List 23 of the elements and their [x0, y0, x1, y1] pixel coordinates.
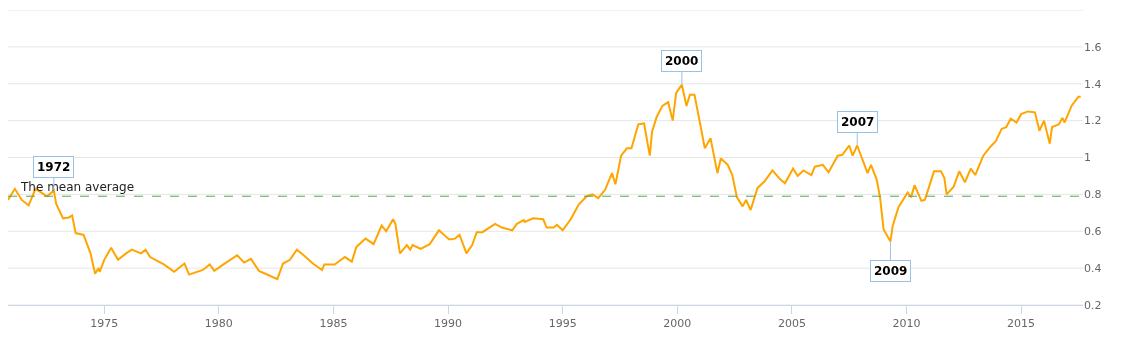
y-tick-label: 1.6 — [1084, 40, 1102, 54]
x-tick-label: 1980 — [204, 317, 233, 331]
x-tick-label: 2010 — [892, 317, 921, 331]
y-tick-label: 0.4 — [1084, 261, 1102, 275]
annotation: 2009 — [874, 264, 908, 278]
y-tick-label: 0.2 — [1084, 298, 1102, 312]
annotation: 2000 — [665, 54, 699, 68]
x-tick-label: 1995 — [548, 317, 577, 331]
ref-line-label: The mean average — [20, 180, 135, 194]
x-tick-label: 1985 — [319, 317, 348, 331]
x-tick-label: 1990 — [434, 317, 463, 331]
line-series — [8, 83, 1082, 281]
annotation: 2007 — [841, 115, 875, 129]
x-tick-label: 2005 — [777, 317, 806, 331]
y-tick-label: 0.8 — [1084, 188, 1102, 202]
y-tick-label: 1.4 — [1084, 77, 1102, 91]
y-tick-label: 1.2 — [1084, 114, 1102, 128]
x-tick-label: 1975 — [90, 317, 119, 331]
y-tick-label: 0.6 — [1084, 225, 1102, 239]
x-tick-label: 2000 — [663, 317, 692, 331]
y-tick-label: 1 — [1084, 151, 1091, 165]
annotation: 1972 — [37, 160, 71, 174]
x-tick-label: 2015 — [1007, 317, 1036, 331]
